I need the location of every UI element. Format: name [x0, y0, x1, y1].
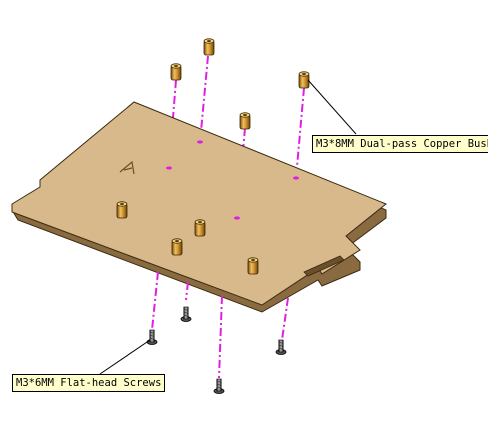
- guide-line: [218, 295, 223, 379]
- screw-leader: [99, 339, 151, 375]
- flat-head-screw: [213, 378, 225, 394]
- copper-bush: [247, 257, 259, 275]
- guide-line: [199, 55, 209, 143]
- mounting-hole: [197, 140, 203, 144]
- copper-bush: [203, 38, 215, 56]
- flat-head-screw: [180, 306, 192, 322]
- copper-bush: [170, 63, 182, 81]
- copper-bush: [171, 238, 183, 256]
- copper-bush: [194, 219, 206, 237]
- guide-line: [281, 297, 289, 341]
- base-plate: [11, 101, 387, 313]
- copper-bush: [239, 112, 251, 130]
- bush-leader: [307, 79, 357, 135]
- floating-standoffs: [170, 38, 310, 130]
- plate-slot: [303, 255, 345, 277]
- mounting-hole: [293, 176, 299, 180]
- leader-lines: [99, 79, 357, 375]
- plate-top: [11, 101, 387, 306]
- copper-bush-callout: M3*8MM Dual-pass Copper Bush: [312, 135, 488, 153]
- engraved-mark: [119, 160, 135, 175]
- mounting-hole: [234, 216, 240, 220]
- flat-head-screw: [275, 339, 287, 355]
- guide-line: [295, 87, 305, 179]
- lower-guide-lines: [151, 271, 289, 379]
- mounting-hole: [166, 166, 172, 170]
- copper-bush: [298, 71, 310, 89]
- guide-line: [151, 271, 159, 331]
- copper-bush: [116, 201, 128, 219]
- flat-head-screw: [146, 329, 158, 345]
- guide-line: [185, 281, 189, 301]
- flat-head-screw-callout: M3*6MM Flat-head Screws: [12, 374, 166, 392]
- screws: [146, 306, 287, 394]
